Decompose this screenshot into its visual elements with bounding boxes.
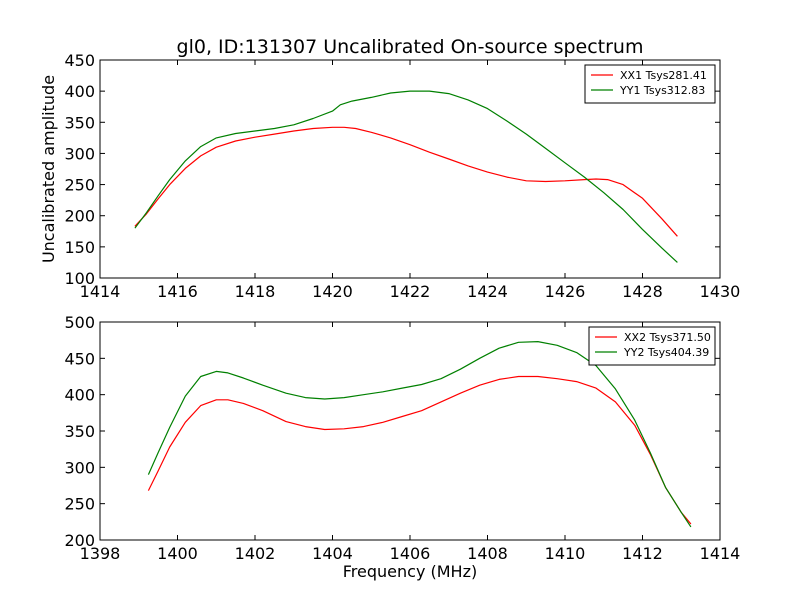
y-tick-label: 450	[64, 349, 95, 368]
x-tick-label: 1430	[700, 282, 741, 301]
legend-label: YY1 Tsys312.83	[619, 84, 705, 97]
series-line-xx-panel-2	[147, 375, 692, 525]
y-tick-label: 350	[64, 422, 95, 441]
y-tick-label: 150	[64, 238, 95, 257]
y-tick-label: 400	[64, 82, 95, 101]
x-tick-label: 1408	[467, 544, 508, 563]
x-tick-label: 1422	[390, 282, 431, 301]
x-tick-label: 1412	[622, 544, 663, 563]
y-tick-label: 100	[64, 269, 95, 288]
y-tick-label: 250	[64, 495, 95, 514]
x-tick-label: 1406	[390, 544, 431, 563]
x-tick-label: 1398	[80, 544, 121, 563]
x-tick-label: 1414	[700, 544, 741, 563]
x-tick-label: 1428	[622, 282, 663, 301]
x-tick-label: 1400	[157, 544, 198, 563]
y-tick-label: 300	[64, 458, 95, 477]
top-spectrum-panel: 1414 1416 1418 1420 1422 1424 1426 1428 1430 100 1…	[64, 51, 740, 301]
legend: XX1 Tsys281.41 YY1 Tsys312.83	[584, 64, 716, 104]
legend-box	[588, 326, 716, 366]
x-tick-label: 1416	[157, 282, 198, 301]
x-tick-label: 1414	[80, 282, 121, 301]
series-line-yy-panel-2	[147, 341, 692, 528]
x-tick-label: 1418	[235, 282, 276, 301]
legend-label: XX2 Tsys371.50	[624, 331, 711, 344]
y-tick-label: 200	[64, 531, 95, 550]
x-tick-label: 1426	[545, 282, 586, 301]
y-tick-label: 500	[64, 313, 95, 332]
x-tick-label: 1424	[467, 282, 508, 301]
chart-title: gl0, ID:131307 Uncalibrated On-source sp…	[177, 36, 644, 58]
legend-label: YY2 Tsys404.39	[623, 346, 709, 359]
y-tick-label: 450	[64, 51, 95, 70]
y-tick-label: 400	[64, 386, 95, 405]
bottom-spectrum-panel: 1398 1400 1402 1404 1406 1408 1410 1412 1414 200 2…	[64, 313, 740, 563]
y-axis-label: Uncalibrated amplitude	[39, 75, 58, 263]
series-line-yy-panel-1	[134, 90, 678, 263]
legend-label: XX1 Tsys281.41	[620, 69, 707, 82]
y-tick-label: 200	[64, 207, 95, 226]
y-tick-label: 250	[64, 176, 95, 195]
y-tick-label: 350	[64, 113, 95, 132]
series-line-xx-panel-1	[134, 126, 678, 237]
x-tick-label: 1402	[235, 544, 276, 563]
x-tick-label: 1404	[312, 544, 353, 563]
x-axis-label: Frequency (MHz)	[343, 562, 477, 581]
y-tick-label: 300	[64, 144, 95, 163]
x-tick-label: 1420	[312, 282, 353, 301]
x-tick-label: 1410	[545, 544, 586, 563]
legend: XX2 Tsys371.50 YY2 Tsys404.39	[588, 326, 716, 366]
legend-box	[584, 64, 716, 104]
